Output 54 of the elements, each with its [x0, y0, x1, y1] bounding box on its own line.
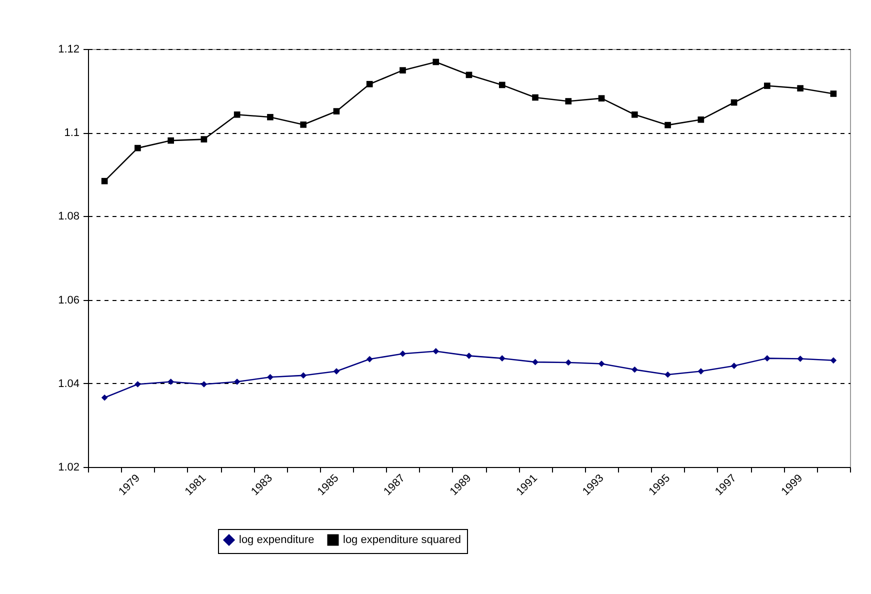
- y-tick-label: 1.1: [64, 127, 80, 140]
- point: [432, 58, 440, 66]
- point: [830, 357, 837, 364]
- point: [797, 356, 804, 362]
- point: [730, 362, 738, 370]
- point: [532, 94, 538, 101]
- y-tick-label: 1.04: [58, 378, 80, 390]
- point: [400, 67, 406, 74]
- y-tick-label: 1.06: [58, 294, 80, 306]
- point: [134, 144, 141, 152]
- point: [400, 350, 406, 357]
- point: [730, 99, 738, 106]
- point: [532, 358, 538, 366]
- point: [764, 355, 770, 362]
- point: [200, 136, 208, 142]
- point: [698, 116, 704, 123]
- point: [101, 178, 108, 184]
- point: [101, 394, 108, 401]
- point: [698, 368, 704, 374]
- point: [333, 368, 340, 374]
- point: [432, 348, 440, 354]
- legend-label: log expenditure: [239, 534, 314, 546]
- point: [830, 90, 837, 97]
- point: [466, 72, 472, 78]
- point: [498, 355, 506, 362]
- point: [598, 360, 605, 367]
- point: [234, 111, 240, 118]
- point: [466, 352, 472, 359]
- point: [565, 98, 572, 104]
- point: [333, 108, 340, 114]
- point: [664, 371, 671, 378]
- legend-label: log expenditure squared: [343, 534, 462, 546]
- point: [664, 122, 671, 128]
- point: [598, 95, 605, 102]
- point: [631, 366, 638, 373]
- point: [498, 82, 506, 88]
- point: [267, 374, 274, 380]
- y-tick-label: 1.02: [58, 462, 80, 474]
- point: [366, 80, 373, 88]
- point: [168, 137, 174, 144]
- point: [168, 378, 174, 385]
- point: [134, 381, 141, 388]
- point: [300, 121, 307, 128]
- point: [631, 111, 638, 118]
- point: [764, 82, 770, 89]
- y-tick-label: 1.08: [58, 210, 80, 223]
- point: [200, 381, 208, 388]
- point: [267, 114, 274, 120]
- point: [797, 85, 804, 92]
- point: [234, 378, 240, 385]
- point: [565, 359, 572, 366]
- point: [366, 356, 373, 362]
- point: [300, 372, 307, 379]
- y-tick-label: 1.12: [58, 44, 80, 56]
